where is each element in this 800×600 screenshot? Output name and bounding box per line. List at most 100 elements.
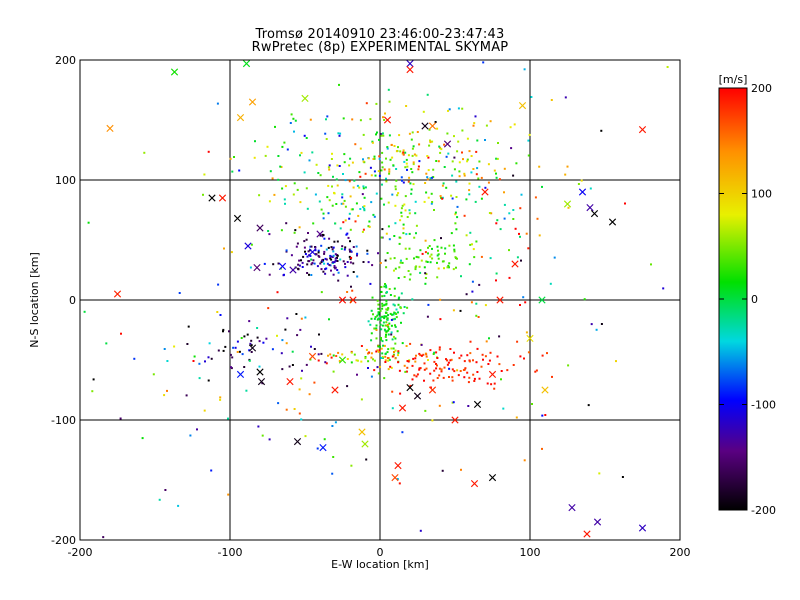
data-point [262, 341, 265, 344]
data-point [386, 308, 389, 311]
data-point [438, 145, 441, 148]
x-marker-stroke [338, 296, 347, 304]
data-point [389, 312, 392, 315]
data-point [369, 323, 372, 326]
data-point [387, 333, 390, 336]
data-point [277, 262, 280, 265]
data-point [412, 357, 415, 360]
data-point [272, 263, 275, 266]
x-marker [301, 94, 309, 102]
data-point [470, 171, 473, 174]
data-point [301, 369, 303, 372]
data-point [377, 307, 380, 310]
data-point [383, 315, 386, 318]
data-point [249, 342, 252, 345]
data-point [356, 254, 358, 257]
data-point [364, 186, 367, 189]
x-marker [511, 260, 519, 268]
data-point [398, 134, 401, 137]
data-point [331, 185, 333, 188]
data-point [387, 329, 390, 332]
data-point [431, 176, 434, 179]
data-point [346, 385, 349, 388]
data-point [355, 359, 358, 362]
data-point [264, 154, 267, 157]
data-point [460, 275, 462, 278]
data-point [468, 263, 471, 266]
data-point [448, 367, 451, 370]
data-point [395, 313, 398, 315]
data-point [381, 132, 384, 135]
data-point [386, 146, 389, 149]
x-marker [319, 444, 327, 452]
x-marker-stroke [608, 218, 617, 226]
data-point [320, 352, 323, 355]
data-point [332, 254, 335, 257]
data-point [334, 253, 337, 256]
data-point [404, 166, 407, 169]
data-point [446, 266, 449, 269]
data-point [340, 248, 343, 250]
data-point [376, 366, 379, 369]
data-point [341, 196, 344, 199]
data-point [379, 316, 382, 319]
data-point [475, 173, 478, 176]
data-point [319, 234, 322, 237]
data-point [336, 164, 339, 167]
data-point [403, 306, 406, 308]
data-point [288, 365, 291, 368]
data-point [250, 339, 253, 342]
data-point [393, 257, 396, 260]
data-point [472, 124, 475, 127]
data-point [456, 216, 459, 219]
x-marker-stroke [170, 68, 179, 76]
data-point [373, 369, 376, 372]
data-point [434, 121, 437, 123]
data-point [431, 247, 433, 250]
data-point [541, 414, 544, 417]
data-point [222, 330, 224, 333]
data-point [376, 299, 379, 302]
data-point [399, 306, 402, 309]
data-point [317, 251, 320, 254]
data-point [351, 118, 354, 121]
data-point [386, 252, 389, 254]
data-point [443, 143, 446, 146]
data-point [380, 134, 383, 137]
data-point [163, 394, 166, 397]
data-point [421, 252, 424, 255]
data-point [375, 102, 378, 105]
data-point [379, 262, 382, 264]
x-marker-stroke [541, 386, 549, 394]
data-point [498, 335, 501, 338]
data-point [316, 265, 319, 268]
data-point [248, 320, 251, 323]
data-point [328, 164, 331, 167]
data-point [497, 142, 499, 144]
data-point [283, 198, 286, 201]
data-point [249, 266, 252, 269]
x-marker-stroke [590, 210, 599, 218]
data-point [394, 324, 396, 327]
x-marker [428, 122, 437, 130]
data-point [330, 255, 333, 258]
data-point [355, 245, 358, 248]
data-point [436, 377, 439, 379]
data-point [346, 274, 349, 277]
x-marker-stroke [113, 290, 122, 298]
data-point [371, 141, 374, 144]
data-point [308, 260, 311, 263]
data-point [309, 245, 312, 248]
data-point [414, 268, 417, 271]
data-point [409, 273, 412, 276]
data-point [463, 376, 466, 379]
data-point [480, 365, 483, 368]
data-point [451, 401, 454, 404]
data-point [393, 304, 396, 307]
data-point [394, 204, 397, 207]
data-point [495, 172, 497, 175]
data-point [300, 418, 303, 421]
data-point [293, 231, 296, 234]
data-point [311, 151, 314, 154]
data-point [453, 248, 456, 251]
